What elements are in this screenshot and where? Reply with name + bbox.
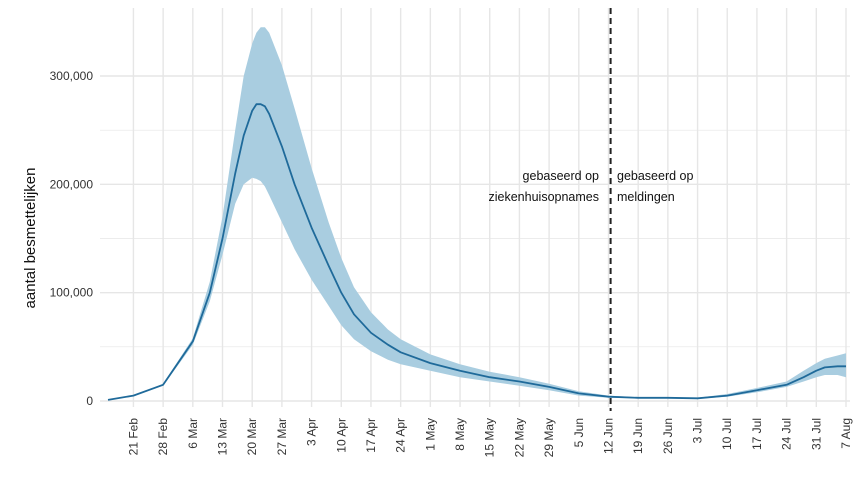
confidence-band: [108, 27, 846, 400]
x-tick-label: 1 May: [423, 418, 437, 451]
gridlines: [100, 8, 850, 407]
x-tick-label: 20 Mar: [245, 418, 259, 455]
x-tick-label: 24 Jul: [780, 418, 794, 450]
x-tick-label: 28 Feb: [156, 418, 170, 456]
y-tick-label: 0: [86, 394, 93, 408]
y-tick-label: 100,000: [50, 286, 94, 300]
x-tick-label: 31 Jul: [809, 418, 823, 450]
x-tick-label: 19 Jun: [631, 418, 645, 454]
x-tick-label: 12 Jun: [601, 418, 615, 454]
x-tick-label: 22 May: [512, 418, 526, 457]
x-tick-label: 21 Feb: [126, 418, 140, 456]
x-tick-label: 24 Apr: [394, 418, 408, 453]
x-tick-label: 8 May: [453, 418, 467, 451]
y-tick-labels: 0 100,000 200,000 300,000: [50, 69, 94, 408]
x-tick-label: 29 May: [542, 418, 556, 457]
annotation-left-line1: gebaseerd op: [523, 169, 600, 183]
estimate-line: [107, 103, 846, 401]
x-tick-label: 7 Aug: [839, 418, 853, 449]
y-tick-label: 200,000: [50, 177, 94, 191]
annotation-right-line1: gebaseerd op: [617, 169, 694, 183]
annotation-right-line2: meldingen: [617, 190, 675, 204]
x-tick-label: 26 Jun: [661, 418, 675, 454]
x-tick-label: 17 Apr: [364, 418, 378, 453]
x-tick-label: 13 Mar: [216, 418, 230, 455]
x-tick-label: 3 Apr: [305, 418, 319, 446]
x-tick-label: 17 Jul: [750, 418, 764, 450]
x-tick-label: 15 May: [483, 418, 497, 457]
x-tick-labels: 21 Feb 28 Feb 6 Mar 13 Mar 20 Mar 27 Mar 3 Apr…: [126, 418, 853, 458]
x-tick-label: 10 Jul: [720, 418, 734, 450]
x-tick-label: 3 Jul: [691, 418, 705, 443]
y-axis-title: aantal besmettelijken: [22, 168, 39, 309]
annotation-left-line2: ziekenhuisopnames: [489, 190, 600, 204]
y-tick-label: 300,000: [50, 69, 94, 83]
x-tick-label: 10 Apr: [334, 418, 348, 453]
x-tick-label: 6 Mar: [186, 418, 200, 449]
x-tick-label: 27 Mar: [275, 418, 289, 455]
x-tick-label: 5 Jun: [572, 418, 586, 447]
